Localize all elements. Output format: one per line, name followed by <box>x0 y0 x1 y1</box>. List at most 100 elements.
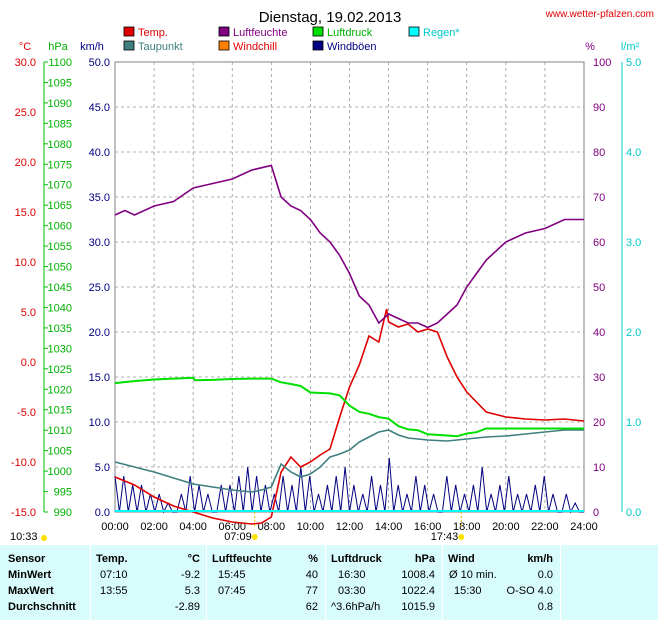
pressure-tick-label: 1005 <box>48 446 72 458</box>
humidity-unit-label: % <box>585 41 595 53</box>
pressure-time: ^3.6hPa/h <box>331 601 381 613</box>
pressure-value: 1022.4 <box>401 585 435 597</box>
wind-unit-label: km/h <box>80 41 104 53</box>
wind-tick-label: 20.0 <box>89 327 110 339</box>
temp-unit-label: °C <box>19 41 31 53</box>
pressure-tick-label: 995 <box>54 487 72 499</box>
rain-tick-label: 5.0 <box>626 57 641 69</box>
humidity-tick-label: 20 <box>593 417 605 429</box>
x-tick-label: 24:00 <box>570 521 598 533</box>
sun-icon <box>41 535 47 541</box>
pressure-tick-label: 1060 <box>48 221 72 233</box>
rain-unit-label: l/m² <box>621 41 640 53</box>
chart-title: Dienstag, 19.02.2013 <box>259 9 402 26</box>
wind-time: Ø 10 min. <box>449 569 497 581</box>
series-taupunkt <box>114 429 584 493</box>
humidity-tick-label: 100 <box>593 57 611 69</box>
pressure-value: 1015.9 <box>401 601 435 613</box>
wind-tick-label: 15.0 <box>89 372 110 384</box>
header-pressure-unit: hPa <box>414 553 435 565</box>
pressure-tick-label: 1030 <box>48 343 72 355</box>
header-humidity: Luftfeuchte <box>212 553 272 565</box>
pressure-tick-label: 1085 <box>48 118 72 130</box>
pressure-tick-label: 1080 <box>48 139 72 151</box>
legend-label: Temp. <box>138 27 168 39</box>
source-label: www.wetter-pfalzen.com <box>545 9 654 20</box>
series-luftdruck <box>114 376 584 438</box>
table-row: MinWert 07:10 -9.2 15:45 40 16:30 1008.4… <box>0 568 658 583</box>
temp-tick-label: -10.0 <box>11 457 36 469</box>
x-tick-label: 20:00 <box>492 521 520 533</box>
temp-tick-label: 10.0 <box>15 257 36 269</box>
temp-tick-label: 0.0 <box>21 357 36 369</box>
x-tick-label: 10:00 <box>297 521 325 533</box>
temp-tick-label: 30.0 <box>15 57 36 69</box>
rain-tick-label: 1.0 <box>626 417 641 429</box>
pressure-tick-label: 1065 <box>48 200 72 212</box>
x-tick-label: 12:00 <box>336 521 364 533</box>
legend-swatch <box>312 26 324 37</box>
wind-tick-label: 45.0 <box>89 102 110 114</box>
temp-value: -9.2 <box>181 569 200 581</box>
x-tick-label: 06:00 <box>218 521 246 533</box>
sun-icon <box>251 534 258 540</box>
pressure-tick-label: 1045 <box>48 282 72 294</box>
legend-swatch <box>312 40 324 51</box>
legend-label: Windböen <box>327 41 377 53</box>
series-luftfeuchte <box>114 164 584 329</box>
temp-tick-label: 5.0 <box>21 307 36 319</box>
weather-chart: Dienstag, 19.02.2013 www.wetter-pfalzen.c… <box>10 9 654 543</box>
header-humidity-unit: % <box>308 553 318 565</box>
pressure-time: 16:30 <box>338 569 366 581</box>
humidity-tick-label: 0 <box>593 507 599 519</box>
legend-label: Luftfeuchte <box>233 27 287 39</box>
wind-tick-label: 5.0 <box>95 462 110 474</box>
humidity-tick-label: 30 <box>593 372 605 384</box>
x-tick-label: 02:00 <box>140 521 168 533</box>
humidity-tick-label: 60 <box>593 237 605 249</box>
rain-tick-label: 4.0 <box>626 147 641 159</box>
temp-tick-label: 25.0 <box>15 107 36 119</box>
pressure-tick-label: 1025 <box>48 364 72 376</box>
pressure-value: 1008.4 <box>401 569 435 581</box>
header-wind: Wind <box>448 553 475 565</box>
pressure-tick-label: 1050 <box>48 262 72 274</box>
wind-tick-label: 50.0 <box>89 57 110 69</box>
wind-tick-label: 10.0 <box>89 417 110 429</box>
humidity-time: 15:45 <box>218 569 246 581</box>
humidity-tick-label: 90 <box>593 102 605 114</box>
temp-time: 13:55 <box>100 585 128 597</box>
pressure-unit-label: hPa <box>48 41 68 53</box>
temp-tick-label: 15.0 <box>15 207 36 219</box>
row-label: MaxWert <box>8 585 54 597</box>
humidity-time: 07:45 <box>218 585 246 597</box>
pressure-tick-label: 1020 <box>48 384 72 396</box>
table-divider <box>206 545 207 620</box>
table-divider <box>442 545 443 620</box>
temp-value: -2.89 <box>174 601 200 613</box>
wind-value: O-SO 4.0 <box>506 585 553 597</box>
sun-icon <box>458 534 465 540</box>
wind-tick-label: 30.0 <box>89 237 110 249</box>
humidity-value: 62 <box>305 601 318 613</box>
legend-swatch <box>218 40 230 51</box>
sun-marker-label: 17:43 <box>431 531 459 543</box>
header-wind-unit: km/h <box>527 553 553 565</box>
row-label: MinWert <box>8 569 52 581</box>
wind-time: 15:30 <box>454 585 482 597</box>
table-divider <box>325 545 326 620</box>
sun-marker-label: 10:33 <box>10 531 38 543</box>
pressure-tick-label: 1095 <box>48 77 72 89</box>
x-tick-label: 08:00 <box>258 521 286 533</box>
pressure-tick-label: 1075 <box>48 159 72 171</box>
sun-marker-label: 07:09 <box>224 531 252 543</box>
pressure-tick-label: 990 <box>54 507 72 519</box>
wind-tick-label: 35.0 <box>89 192 110 204</box>
wind-value: 0.0 <box>537 569 553 581</box>
pressure-tick-label: 1035 <box>48 323 72 335</box>
humidity-tick-label: 40 <box>593 327 605 339</box>
pressure-tick-label: 1000 <box>48 466 72 478</box>
humidity-tick-label: 50 <box>593 282 605 294</box>
header-temp: Temp. <box>96 553 128 565</box>
legend-swatch <box>123 40 135 51</box>
